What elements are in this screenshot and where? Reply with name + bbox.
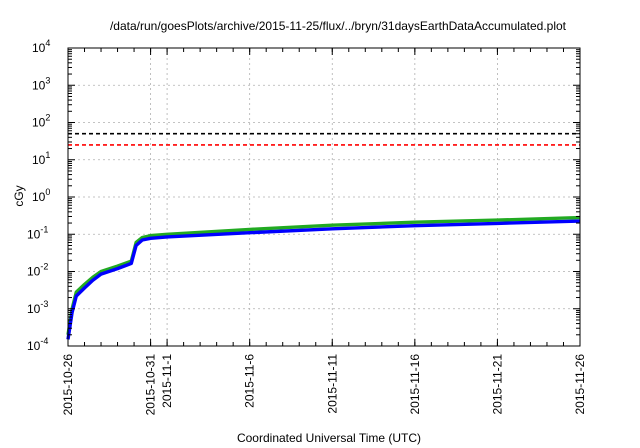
series-line [66, 219, 581, 340]
y-tick-label: 103 [32, 75, 50, 92]
y-tick-label: 10-3 [27, 299, 48, 316]
x-tick-label: 2015-10-26 [61, 354, 75, 416]
y-axis-title: cGy [12, 185, 26, 206]
x-tick-label: 2015-11-16 [408, 354, 422, 415]
y-tick-label: 100 [32, 187, 50, 204]
y-tick-labels: 10-4 10-3 10-2 10-1 100 101 102 103 104 [27, 38, 50, 353]
chart-title: /data/run/goesPlots/archive/2015-11-25/f… [110, 19, 567, 33]
x-axis-title: Coordinated Universal Time (UTC) [237, 431, 421, 445]
x-tick-label: 2015-11-11 [325, 354, 339, 414]
axis-ticks [67, 47, 581, 347]
x-tick-label: 2015-11-1 [160, 354, 174, 408]
grid [67, 47, 581, 347]
threshold-lines [68, 132, 580, 146]
series-line [66, 215, 581, 336]
series-lines [66, 215, 581, 340]
x-tick-label: 2015-11-21 [490, 354, 504, 415]
x-tick-label: 2015-11-26 [573, 354, 587, 415]
y-tick-label: 102 [32, 113, 50, 130]
y-tick-label: 10-4 [27, 336, 48, 353]
y-tick-label: 104 [32, 38, 50, 55]
y-tick-label: 101 [32, 150, 50, 167]
x-tick-label: 2015-10-31 [144, 354, 158, 416]
x-tick-labels: 2015-10-26 2015-10-31 2015-11-1 2015-11-6 20… [61, 354, 587, 416]
y-tick-label: 10-2 [27, 262, 48, 279]
y-tick-label: 10-1 [27, 224, 48, 241]
x-tick-label: 2015-11-6 [243, 354, 257, 408]
